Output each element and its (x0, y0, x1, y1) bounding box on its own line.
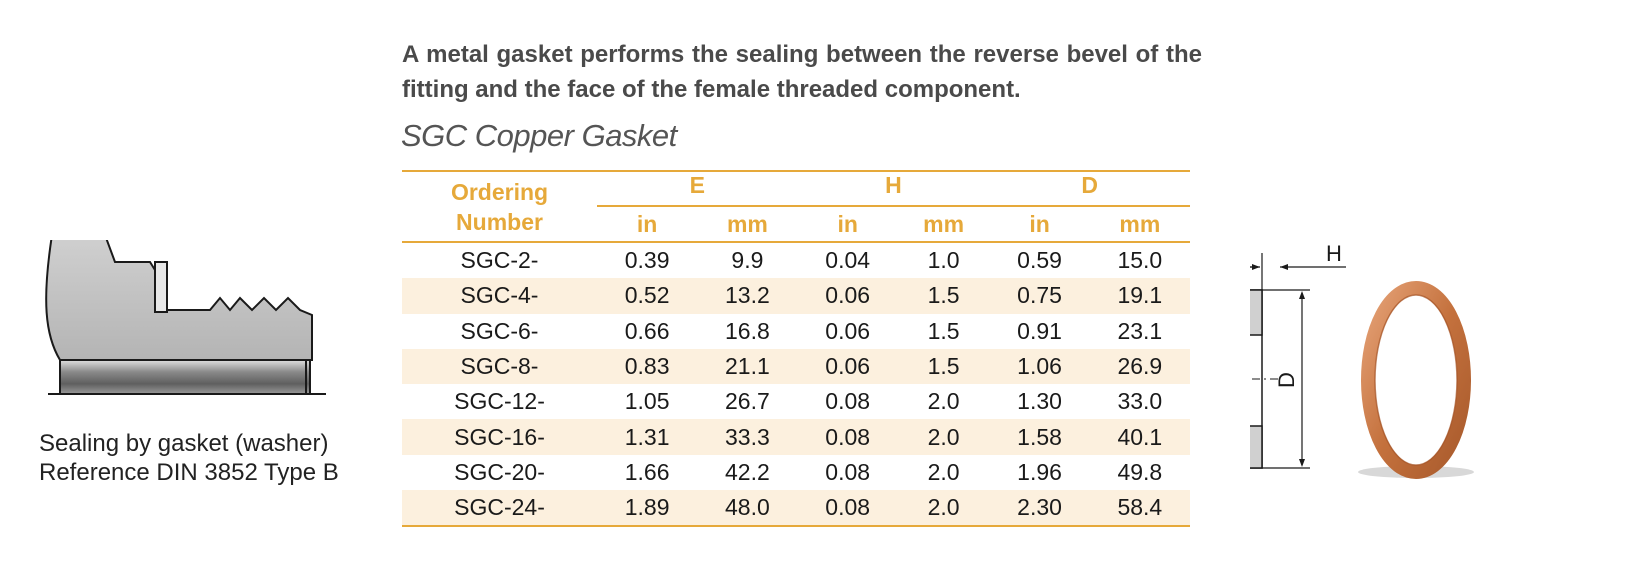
dimension-cell: 49.8 (1117, 458, 1163, 485)
dimension-cell: 0.06 (797, 348, 898, 385)
dimension-cell: 1.30 (1017, 388, 1062, 415)
dimension-cell: 1.5 (897, 348, 990, 385)
dimension-cell: 33.0 (1117, 388, 1163, 415)
group-header-e: E (597, 170, 798, 207)
ordering-number-header: Ordering Number (402, 170, 597, 243)
caption-line-1: Sealing by gasket (washer) (39, 430, 329, 457)
table-row: SGC-2- 0.39 9.9 0.04 1.0 0.59 15.0 (402, 242, 1190, 278)
dimension-cell: 0.06 (797, 278, 898, 314)
group-header-h: H (797, 170, 990, 207)
ordering-header-line-1: Ordering (450, 178, 549, 205)
dimension-cell: 0.04 (825, 247, 871, 274)
dimension-cell: 26.7 (725, 388, 770, 415)
dimension-cell: 0.08 (825, 458, 871, 485)
ordering-number-cell: SGC-20- (454, 458, 545, 485)
dimension-cell: 2.30 (989, 490, 1090, 528)
table-row: SGC-6- 0.66 16.8 0.06 1.5 0.91 23.1 (402, 314, 1190, 349)
ordering-number-cell: SGC-4- (402, 278, 597, 314)
ordering-number-cell: SGC-12- (454, 388, 545, 415)
dimension-cell: 1.5 (897, 278, 990, 314)
dimension-cell: 1.0 (927, 247, 960, 274)
intro-paragraph: A metal gasket performs the sealing betw… (402, 37, 1202, 107)
dimension-cell: 15.0 (1117, 247, 1163, 274)
pipe-section (59, 359, 311, 395)
unit-header: in (597, 206, 698, 243)
dimension-cell: 19.1 (1089, 278, 1190, 314)
unit-header: mm (897, 206, 990, 243)
dimension-cell: 2.0 (897, 419, 990, 455)
unit-header: mm (1089, 206, 1190, 243)
dimension-cell: 33.3 (697, 419, 798, 455)
intro-line-1: A metal gasket performs the sealing betw… (402, 41, 1159, 68)
dimension-cell: 1.66 (624, 458, 670, 485)
dimension-cell: 0.08 (797, 490, 898, 528)
dimension-cell: 0.06 (825, 317, 871, 344)
table-row: SGC-20- 1.66 42.2 0.08 2.0 1.96 49.8 (402, 455, 1190, 490)
unit-header: in (989, 206, 1090, 243)
ordering-number-cell: SGC-6- (460, 317, 539, 344)
ordering-header-line-2: Number (456, 208, 543, 235)
dimension-cell: 0.08 (825, 388, 871, 415)
ordering-number-cell: SGC-2- (460, 247, 539, 274)
dimension-cell: 0.66 (624, 317, 670, 344)
dimension-cell: 58.4 (1089, 490, 1190, 528)
dimension-cell: 0.39 (624, 247, 670, 274)
dimension-cell: 1.96 (1017, 458, 1062, 485)
dimension-cell: 1.58 (989, 419, 1090, 455)
dimension-cell: 1.06 (989, 348, 1090, 385)
label-h: H (1326, 241, 1342, 266)
dimension-cell: 0.59 (1017, 247, 1062, 274)
ordering-number-cell: SGC-24- (402, 490, 597, 528)
dimension-cell: 1.5 (927, 317, 960, 344)
dimension-cell: 26.9 (1089, 348, 1190, 385)
product-title: SGC Copper Gasket (401, 118, 677, 153)
dimension-cell: 2.0 (897, 490, 990, 528)
table-row: SGC-4- 0.52 13.2 0.06 1.5 0.75 19.1 (402, 278, 1190, 314)
fitting-body (45, 240, 313, 361)
dimension-cell: 0.75 (989, 278, 1090, 314)
dimension-cell: 2.0 (927, 458, 960, 485)
gasket-washer (154, 261, 168, 313)
dimension-cell: 1.05 (624, 388, 670, 415)
dimension-cell: 9.9 (731, 247, 764, 274)
dimension-cell: 48.0 (697, 490, 798, 528)
dimension-cell: 0.52 (597, 278, 698, 314)
table-body: SGC-2- 0.39 9.9 0.04 1.0 0.59 15.0 SGC-4- 0.52 13… (402, 242, 1190, 528)
dimension-cell: 42.2 (725, 458, 770, 485)
table-row: SGC-8- 0.83 21.1 0.06 1.5 1.06 26.9 (402, 348, 1190, 385)
table-row: SGC-16- 1.31 33.3 0.08 2.0 1.58 40.1 (402, 419, 1190, 455)
dimension-cell: 16.8 (725, 317, 770, 344)
gasket-dimension-drawing: H E D (1250, 241, 1474, 479)
group-header-d: D (989, 170, 1190, 207)
dimensions-table: Ordering Number E H D in mm in mm in mm … (402, 170, 1190, 528)
ordering-number-cell: SGC-16- (402, 419, 597, 455)
dimension-cell: 40.1 (1089, 419, 1190, 455)
copper-ring (1361, 281, 1471, 479)
unit-header: in (797, 206, 898, 243)
table-row: SGC-24- 1.89 48.0 0.08 2.0 2.30 58.4 (402, 490, 1190, 528)
table-row: SGC-12- 1.05 26.7 0.08 2.0 1.30 33.0 (402, 384, 1190, 419)
intro-line-2: the fitting and the face of the female t… (402, 41, 1202, 103)
dimension-cell: 1.89 (597, 490, 698, 528)
dimension-cell: 0.91 (1017, 317, 1062, 344)
figure-caption: Sealing by gasket (washer) Reference DIN… (39, 429, 339, 487)
dimension-cell: 0.08 (797, 419, 898, 455)
caption-line-2: Reference DIN 3852 Type B (39, 459, 339, 486)
dimension-cell: 2.0 (927, 388, 960, 415)
dimension-cell: 13.2 (697, 278, 798, 314)
dimension-cell: 0.83 (597, 348, 698, 385)
dimension-cell: 21.1 (697, 348, 798, 385)
label-d: D (1274, 372, 1299, 388)
dimension-cell: 1.31 (597, 419, 698, 455)
sealing-cross-section-illustration (45, 240, 326, 395)
dimension-cell: 23.1 (1117, 317, 1163, 344)
ordering-number-cell: SGC-8- (402, 348, 597, 385)
unit-header: mm (697, 206, 798, 243)
